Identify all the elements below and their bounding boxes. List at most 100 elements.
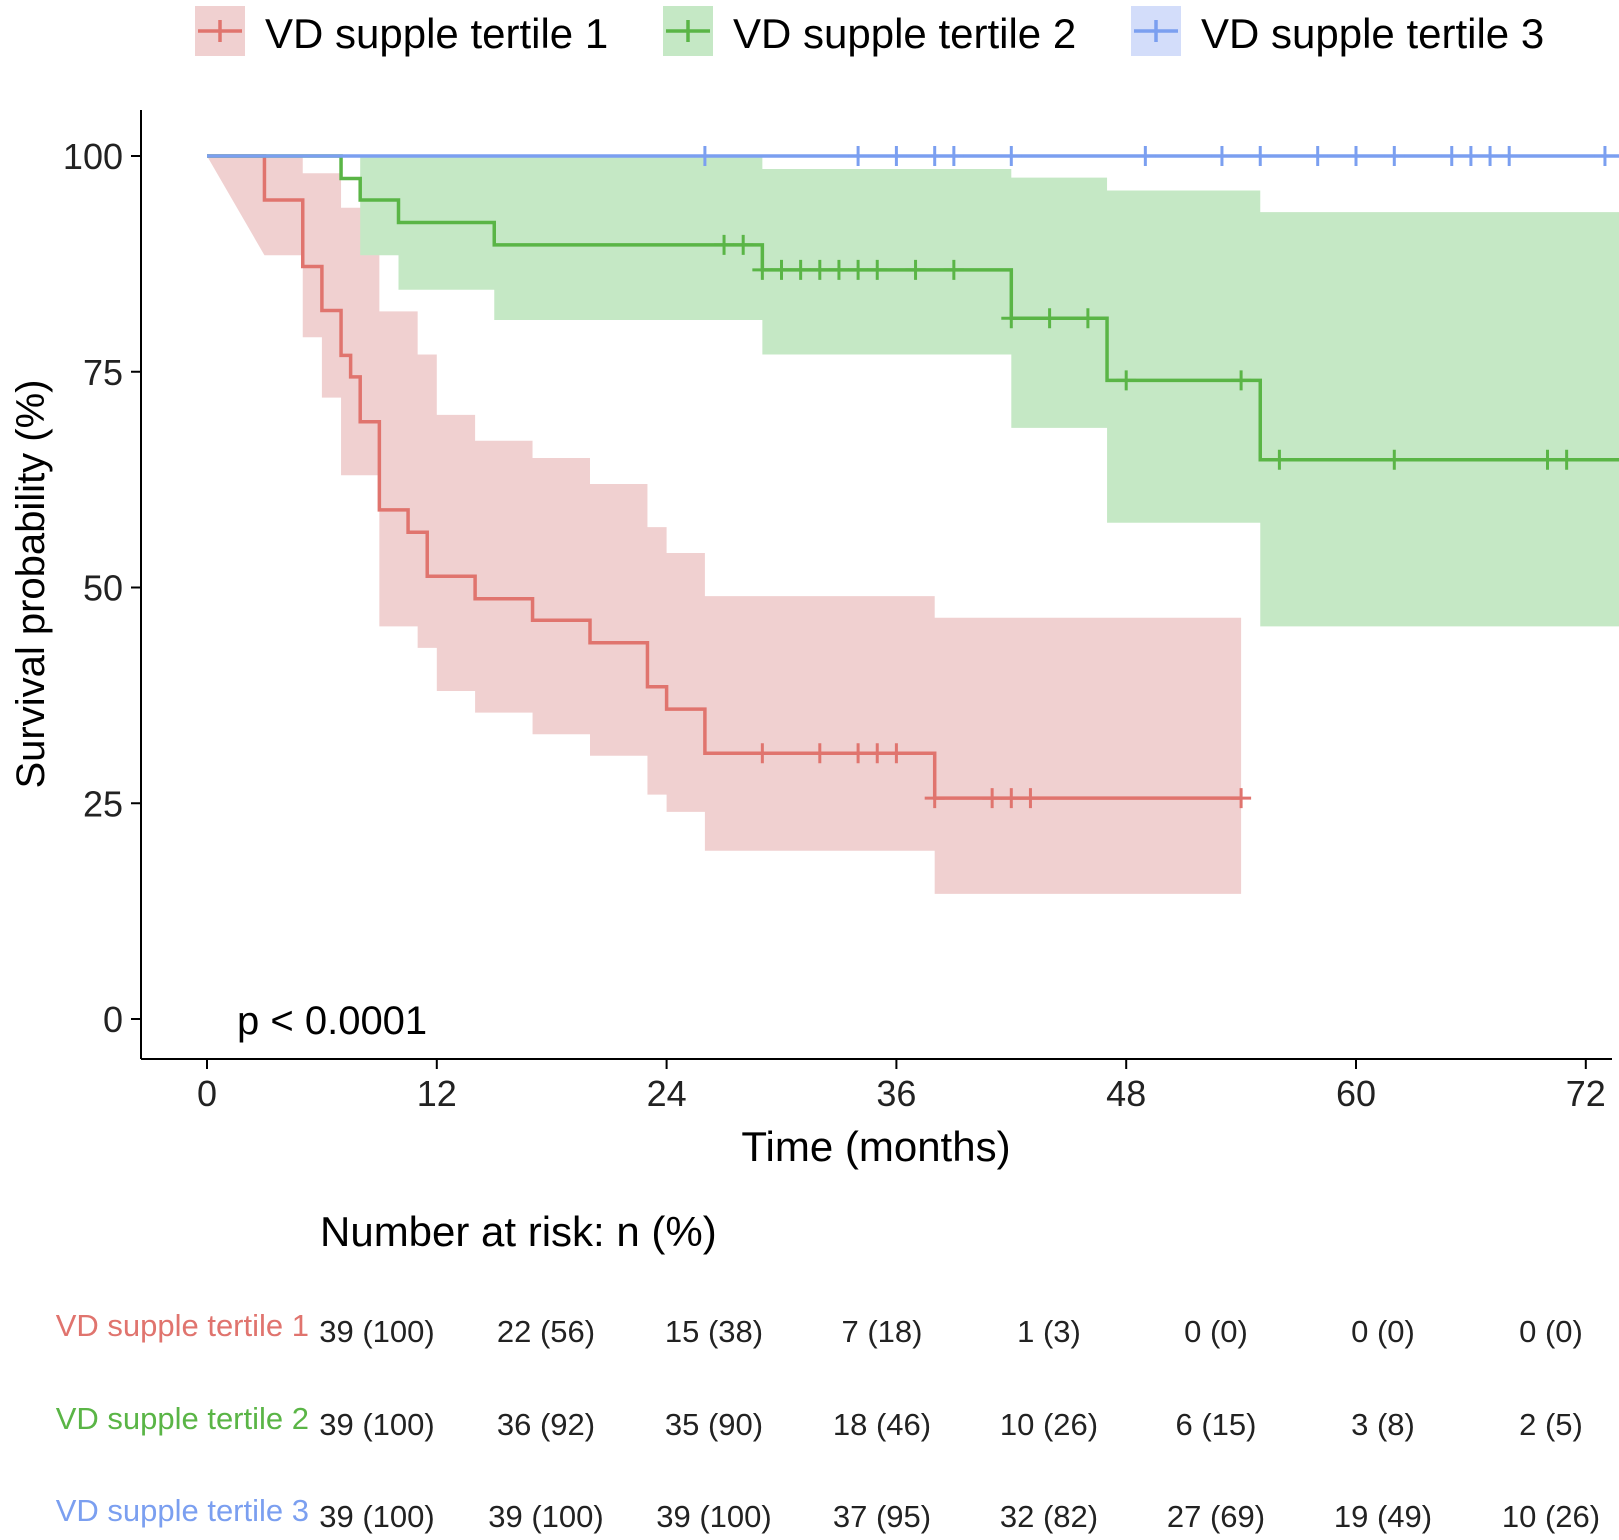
censor-mark [1231, 370, 1252, 391]
censor-mark [886, 146, 907, 166]
censor-mark [1135, 146, 1156, 166]
censor-mark [809, 743, 830, 764]
y-tick-label: 50 [83, 568, 123, 609]
censor-mark [1250, 146, 1271, 166]
censor-mark [714, 234, 735, 255]
y-tick-label: 100 [63, 136, 123, 177]
risk-cell: 6 (15) [1176, 1407, 1257, 1442]
x-tick-label: 24 [647, 1073, 687, 1114]
legend-item-vd-supple-tertile-1: VD supple tertile 1 [195, 6, 608, 57]
axes: 0255075100012243648607284 [63, 110, 1612, 1114]
censor-mark [924, 788, 945, 809]
censor-mark [943, 146, 964, 166]
risk-cell: 10 (26) [1502, 1499, 1600, 1534]
legend-item-vd-supple-tertile-3: VD supple tertile 3 [1131, 6, 1544, 57]
censor-marks [694, 146, 1619, 809]
censor-mark [924, 146, 945, 166]
censor-mark [752, 743, 773, 764]
legend: VD supple tertile 1 VD supple tertile 2 VD… [195, 6, 1544, 57]
curve-vd-supple-tertile-1 [207, 154, 1242, 800]
risk-cell: 0 (0) [1519, 1314, 1583, 1349]
censor-mark [1441, 146, 1462, 166]
censor-mark [1499, 146, 1520, 166]
censor-mark [809, 259, 830, 280]
legend-line [666, 20, 710, 42]
legend-label: VD supple tertile 2 [733, 10, 1076, 57]
legend-item-vd-supple-tertile-2: VD supple tertile 2 [663, 6, 1076, 57]
censor-mark [867, 743, 888, 764]
y-tick-label: 0 [103, 999, 123, 1040]
risk-cell: 10 (26) [1000, 1407, 1098, 1442]
risk-cell: 1 (3) [1017, 1314, 1081, 1349]
risk-cell: 3 (8) [1351, 1407, 1415, 1442]
risk-cell: 39 (100) [319, 1314, 434, 1349]
censor-mark [1269, 449, 1290, 470]
risk-cell: 39 (100) [488, 1499, 603, 1534]
censor-mark [1594, 146, 1615, 166]
risk-cell: 39 (100) [319, 1499, 434, 1534]
legend-line [1134, 20, 1178, 42]
risk-row-label: VD supple tertile 1 [56, 1308, 309, 1343]
censor-mark [1020, 788, 1041, 809]
risk-row-vd-supple-tertile-1: VD supple tertile 1 39 (100) 22 (56) 15 (38… [56, 1308, 1583, 1349]
censor-mark [848, 259, 869, 280]
censor-mark [752, 259, 773, 280]
risk-cell: 39 (100) [656, 1499, 771, 1534]
censor-mark [1039, 308, 1060, 329]
x-tick-label: 48 [1106, 1073, 1146, 1114]
censor-mark [1384, 449, 1405, 470]
legend-label: VD supple tertile 1 [265, 10, 608, 57]
p-value-annotation: p < 0.0001 [237, 999, 427, 1043]
x-axis-label: Time (months) [741, 1123, 1010, 1170]
risk-cell: 7 (18) [842, 1314, 923, 1349]
legend-line [198, 20, 242, 42]
censor-mark [848, 743, 869, 764]
censor-mark [1307, 146, 1328, 166]
censor-mark [886, 743, 907, 764]
risk-cell: 35 (90) [665, 1407, 763, 1442]
censor-mark [1384, 146, 1405, 166]
y-tick-label: 25 [83, 783, 123, 824]
risk-cell: 0 (0) [1184, 1314, 1248, 1349]
censor-mark [771, 259, 792, 280]
plot-area [207, 146, 1619, 894]
x-tick-label: 12 [417, 1073, 457, 1114]
risk-cell: 2 (5) [1519, 1407, 1583, 1442]
censor-mark [1614, 154, 1619, 158]
censor-mark [1001, 146, 1022, 166]
censor-mark [1116, 370, 1137, 391]
censor-mark [828, 259, 849, 280]
censor-mark [905, 259, 926, 280]
ci-band-vd-supple-tertile-1 [207, 156, 1242, 894]
censor-mark [1001, 788, 1022, 809]
risk-cell: 18 (46) [833, 1407, 931, 1442]
censor-mark [982, 788, 1003, 809]
censor-mark [790, 259, 811, 280]
censor-mark [1556, 449, 1577, 470]
risk-cell: 37 (95) [833, 1499, 931, 1534]
censor-mark [1211, 146, 1232, 166]
censor-mark [1077, 308, 1098, 329]
x-tick-label: 72 [1566, 1073, 1606, 1114]
risk-cell: 32 (82) [1000, 1499, 1098, 1534]
censor-mark [1460, 146, 1481, 166]
risk-cell: 15 (38) [665, 1314, 763, 1349]
risk-cell: 36 (92) [497, 1407, 595, 1442]
risk-row-label: VD supple tertile 3 [56, 1493, 309, 1528]
risk-cell: 39 (100) [319, 1407, 434, 1442]
risk-cell: 22 (56) [497, 1314, 595, 1349]
censor-mark [1537, 449, 1558, 470]
risk-row-vd-supple-tertile-3: VD supple tertile 3 39 (100) 39 (100) 39 (1… [56, 1493, 1600, 1534]
censor-mark [1346, 146, 1366, 166]
censor-mark [694, 146, 715, 166]
risk-row-label: VD supple tertile 2 [56, 1401, 309, 1436]
censor-mark [1001, 308, 1022, 329]
legend-label: VD supple tertile 3 [1201, 10, 1544, 57]
risk-cell: 19 (49) [1334, 1499, 1432, 1534]
censor-mark [867, 259, 888, 280]
censor-mark [943, 259, 964, 280]
confidence-bands [207, 156, 1619, 894]
censor-mark [848, 146, 869, 166]
risk-table: VD supple tertile 1 39 (100) 22 (56) 15 (38… [56, 1308, 1600, 1534]
